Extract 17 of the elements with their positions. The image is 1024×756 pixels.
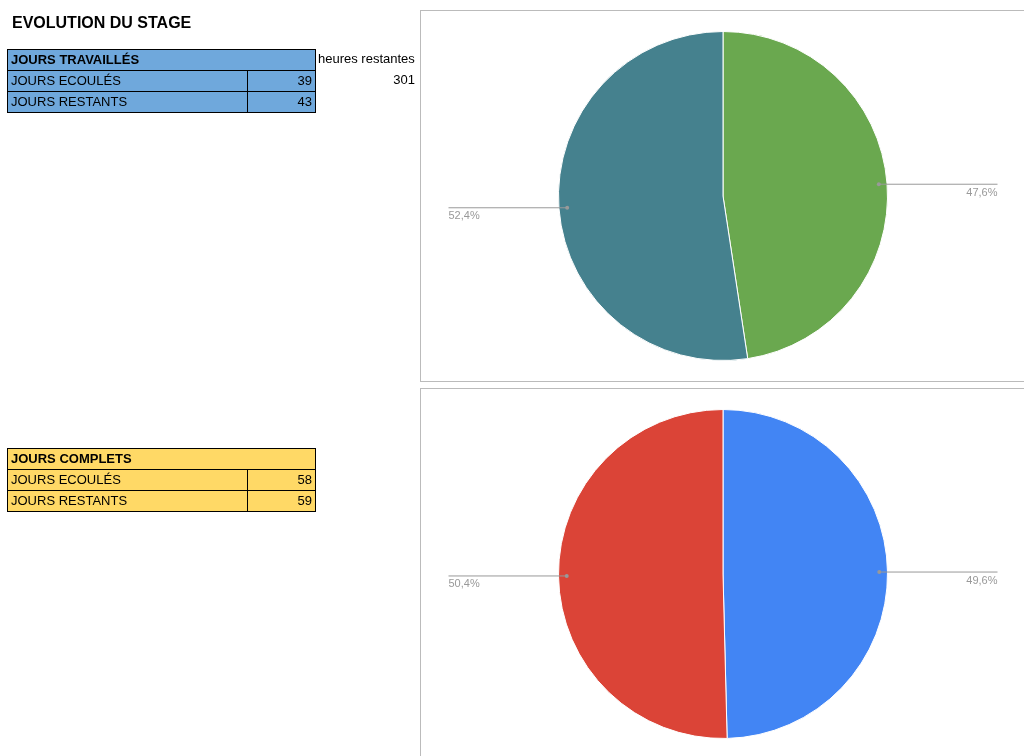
- text: heures restantes: [317, 50, 416, 68]
- data-label: 49,6%: [966, 573, 998, 586]
- text: JOURS TRAVAILLÉS: [7, 49, 316, 71]
- text: 58: [247, 469, 316, 491]
- text: 301: [392, 71, 416, 89]
- text: JOURS RESTANTS: [7, 91, 248, 113]
- text: 39: [247, 70, 316, 92]
- text: EVOLUTION DU STAGE: [12, 14, 192, 32]
- data-label: 47,6%: [966, 185, 998, 198]
- data-label: 50,4%: [448, 577, 480, 590]
- text: 59: [247, 490, 316, 512]
- text: JOURS ECOULÉS: [7, 469, 248, 491]
- data-label: 52,4%: [448, 209, 480, 222]
- text: JOURS RESTANTS: [7, 490, 248, 512]
- text: JOURS COMPLETS: [7, 448, 316, 470]
- text: 43: [247, 91, 316, 113]
- text: JOURS ECOULÉS: [7, 70, 248, 92]
